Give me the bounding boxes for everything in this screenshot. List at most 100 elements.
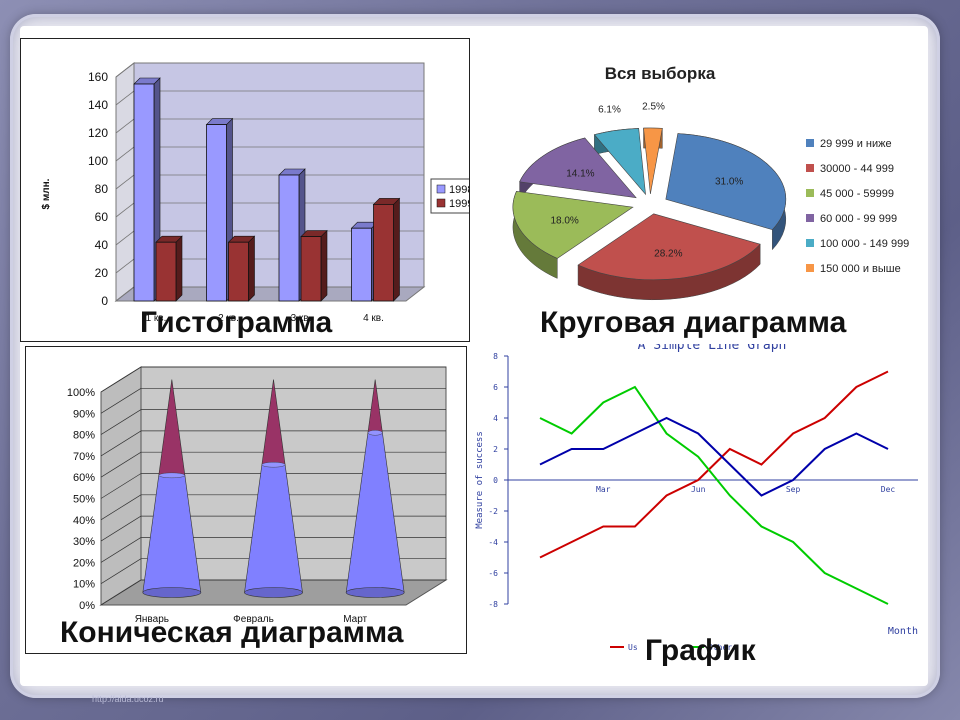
cone-chart: 0% 10% 20% 30% 40% 50% 60% 70% 80% 90% 100% Январь Ф… xyxy=(67,366,448,625)
pie-title: Круговая диаграмма xyxy=(540,306,847,339)
bar-1998-3 xyxy=(351,227,372,302)
cone-split-2 xyxy=(367,430,383,436)
pie-legend-swatch xyxy=(806,264,814,272)
pie-slice-label: 18.0% xyxy=(550,216,578,227)
pie-legend-swatch xyxy=(806,239,814,247)
bar-1998-1 xyxy=(206,124,227,302)
line-y-tick-label: 4 xyxy=(493,414,498,423)
bar-y-tick-label: 140 xyxy=(88,98,108,112)
line-x-tick-label: Dec xyxy=(881,485,896,494)
pie-slice-label: 14.1% xyxy=(566,169,594,180)
bar-legend-swatch-1999 xyxy=(436,198,446,208)
watermark: http://aida.ucoz.ru xyxy=(92,694,164,704)
line-title: A Simple Line Graph xyxy=(638,344,787,353)
bar-y-tick-label: 120 xyxy=(88,126,108,140)
pie-slice xyxy=(519,137,637,199)
pie-legend-swatch xyxy=(806,214,814,222)
line-y-tick-label: -4 xyxy=(488,538,498,547)
cone-grid-slant xyxy=(100,388,142,414)
line-legend-label-Us: Us xyxy=(628,643,638,652)
bar-1999-3 xyxy=(373,203,394,302)
pie-legend-label: 150 000 и выше xyxy=(820,263,901,275)
cone-grid-slant xyxy=(100,537,142,563)
bar-side-1999-0 xyxy=(175,235,183,302)
pie-panel: Вся выборка 31.0% 28.2% 18.0% 14.1% 6.1% 2.5% 2… xyxy=(470,44,924,340)
bar-grid-slant xyxy=(115,258,135,274)
cone-x-tick-label: Март xyxy=(343,614,367,625)
bar-side-1999-3 xyxy=(393,197,400,302)
line-x-tick-label: Sep xyxy=(786,485,801,494)
cone-grid-slant xyxy=(100,515,142,542)
bar-1999-0 xyxy=(155,241,177,302)
bar-1998-2 xyxy=(278,174,300,302)
line-x-axis-label: Month xyxy=(888,626,918,637)
cone-grid-slant xyxy=(100,451,142,478)
pie-slice-label: 31.0% xyxy=(715,176,743,187)
cone-grid-slant xyxy=(100,579,142,606)
pie-legend-label: 60 000 - 99 999 xyxy=(820,213,897,225)
line-y-tick-label: -6 xyxy=(488,569,498,578)
histogram-title: Гистограмма xyxy=(140,306,333,339)
bar-x-tick-label: 2 кв. xyxy=(218,313,239,324)
pie-legend-label: 100 000 - 149 999 xyxy=(820,238,909,250)
line-chart: A Simple Line Graph -8 -6 -4 -2 0 2 4 6 8 Mar Jun Se… xyxy=(475,344,918,652)
cone-y-tick-label: 70% xyxy=(73,451,95,463)
bar-grid-slant xyxy=(115,202,135,218)
bar-legend-box xyxy=(430,178,469,214)
cone-y-tick-label: 50% xyxy=(73,494,95,506)
line-y-tick-label: 2 xyxy=(493,445,498,454)
cone-grid-slant xyxy=(100,558,142,584)
bar-grid-slant xyxy=(115,230,135,246)
bar-grid-slant xyxy=(115,62,135,78)
pie-title: Вся выборка xyxy=(605,64,716,83)
bar-grid-slant xyxy=(115,146,135,162)
line-x-tick-label: Mar xyxy=(596,485,611,494)
cone-y-tick-label: 30% xyxy=(73,536,95,548)
cone-base-0 xyxy=(142,587,202,598)
cone-x-tick-label: Январь xyxy=(135,614,169,625)
bar-grid-slant xyxy=(115,286,135,302)
bar-y-tick-label: 100 xyxy=(88,154,108,168)
cone-y-tick-label: 20% xyxy=(73,557,95,569)
cone-grid-slant xyxy=(100,409,142,435)
pie-chart: Вся выборка 31.0% 28.2% 18.0% 14.1% 6.1% 2.5% 2… xyxy=(512,64,909,301)
line-y-tick-label: -8 xyxy=(488,600,498,609)
pie-slice-label: 2.5% xyxy=(642,102,665,113)
cone-split-0 xyxy=(158,472,186,479)
pie-legend-label: 29 999 и ниже xyxy=(820,138,892,150)
pie-slice xyxy=(512,190,634,259)
line-title: График xyxy=(645,634,756,667)
bar-side-1999-2 xyxy=(320,229,328,302)
bar-1999-1 xyxy=(228,241,249,302)
bar-y-tick-label: 40 xyxy=(95,238,109,252)
line-series-Us xyxy=(539,370,889,559)
line-y-tick-label: -2 xyxy=(488,507,498,516)
bar-grid-slant xyxy=(115,90,135,106)
cone-base-1 xyxy=(244,587,303,598)
bar-y-tick-label: 20 xyxy=(95,266,109,280)
bar-1999-2 xyxy=(300,236,322,302)
line-y-tick-label: 8 xyxy=(493,352,498,361)
line-y-tick-label: 0 xyxy=(493,476,498,485)
cone-split-1 xyxy=(261,461,286,468)
cone-y-tick-label: 90% xyxy=(73,408,95,420)
bar-y-tick-label: 80 xyxy=(95,182,109,196)
bar-grid-slant xyxy=(115,118,135,134)
line-y-axis-label: Measure of success xyxy=(475,431,485,529)
cone-grid-slant xyxy=(100,430,142,457)
bar-y-tick-label: 160 xyxy=(88,70,108,84)
cone-grid-slant xyxy=(100,473,142,499)
line-series-unnamed xyxy=(539,416,889,497)
cone-y-tick-label: 60% xyxy=(73,472,95,484)
pie-slice-label: 6.1% xyxy=(598,104,621,115)
cone-x-tick-label: Февраль xyxy=(233,614,274,625)
cone-y-tick-label: 10% xyxy=(73,579,95,591)
cone-y-tick-label: 100% xyxy=(67,387,95,399)
pie-slice-label: 28.2% xyxy=(654,249,682,260)
line-series-Others xyxy=(539,385,889,605)
cone-grid-slant xyxy=(100,494,142,521)
line-panel: A Simple Line Graph -8 -6 -4 -2 0 2 4 6 8 Mar Jun Se… xyxy=(470,344,924,674)
pie-slice xyxy=(577,213,761,281)
bar-legend-label-1999: 1999 xyxy=(449,198,469,210)
bar-y-tick-label: 60 xyxy=(95,210,109,224)
